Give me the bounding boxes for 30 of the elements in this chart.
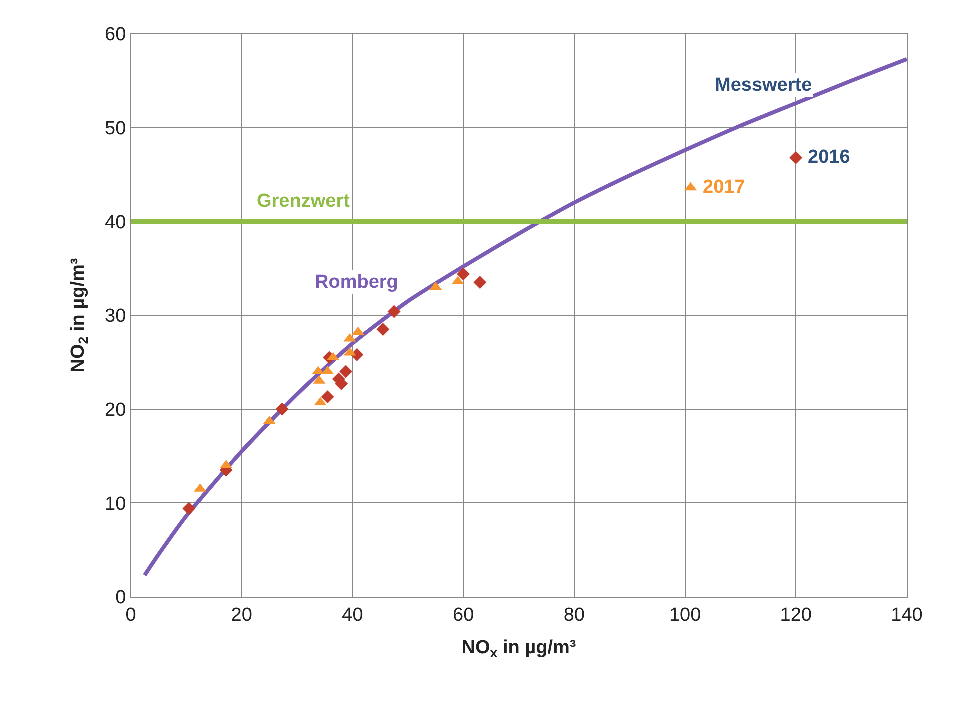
y-tick-label: 50 bbox=[105, 118, 126, 140]
y-tick-label: 10 bbox=[105, 494, 126, 515]
y-tick-label: 40 bbox=[105, 212, 126, 234]
line-series bbox=[142, 57, 907, 578]
x-tick-label: 60 bbox=[453, 604, 474, 626]
x-axis-title: NO$_{x}$ in µg/m³ bbox=[462, 638, 576, 661]
x-tick-label: 80 bbox=[564, 604, 585, 626]
point bbox=[474, 276, 487, 290]
y-tick-label: 0 bbox=[116, 588, 126, 609]
point bbox=[276, 402, 289, 416]
ref-line-label: Grenzwert bbox=[257, 191, 351, 212]
series-label: 2016 bbox=[808, 147, 850, 168]
series-label: Romberg bbox=[315, 272, 398, 293]
point bbox=[457, 268, 470, 281]
x-tick-label: 20 bbox=[231, 604, 252, 626]
point bbox=[182, 502, 196, 516]
x-tick-label: 140 bbox=[891, 604, 923, 626]
point bbox=[376, 323, 390, 336]
x-tick-label: 100 bbox=[669, 604, 702, 626]
x-tick-label: 40 bbox=[342, 604, 364, 626]
annotation: Messwerte bbox=[715, 75, 812, 96]
point bbox=[790, 151, 803, 164]
y-tick-label: 30 bbox=[105, 306, 126, 328]
point bbox=[321, 390, 334, 404]
y-tick-label: 20 bbox=[105, 400, 126, 421]
x-tick-label: 120 bbox=[780, 604, 812, 626]
point bbox=[340, 365, 353, 378]
y-tick-label: 60 bbox=[105, 24, 126, 46]
point bbox=[388, 305, 401, 318]
series-label: 2017 bbox=[703, 177, 746, 198]
